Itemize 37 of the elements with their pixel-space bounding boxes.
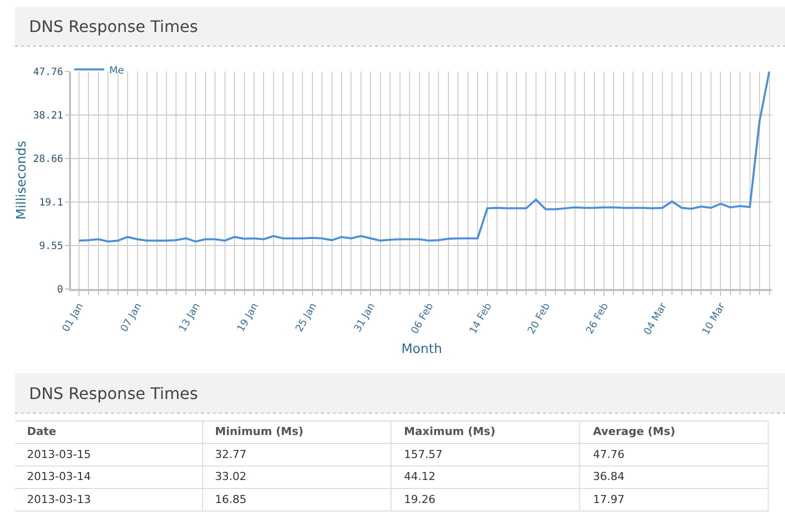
x-tick-label: 19 Jan — [236, 301, 261, 334]
text: Minimum (Ms) — [215, 425, 304, 438]
text: 47.76 — [593, 448, 624, 461]
x-tick-label: 25 Jan — [294, 301, 320, 334]
text: DNS Response Times — [29, 384, 198, 403]
y-tick-label: 28.66 — [33, 154, 64, 165]
y-tick-label: 19.1 — [39, 197, 64, 208]
text: 36.84 — [593, 470, 624, 483]
text: 33.02 — [215, 470, 246, 483]
y-tick-label: 38.21 — [33, 110, 64, 122]
x-tick-label: 07 Jan — [119, 301, 144, 334]
x-tick-label: 20 Feb — [526, 301, 553, 336]
text: Average (Ms) — [593, 425, 676, 438]
y-tick-label: 9.55 — [39, 240, 64, 252]
y-axis-title: Milliseconds — [14, 140, 30, 220]
legend-label: Me — [109, 65, 124, 76]
text: 157.57 — [404, 448, 442, 461]
x-tick-label: 26 Feb — [584, 301, 611, 336]
text: 2013-03-14 — [27, 470, 91, 483]
text: 19.26 — [404, 493, 436, 506]
text: 17.97 — [593, 493, 624, 506]
x-tick-label: 13 Jan — [177, 301, 203, 334]
text: 2013-03-13 — [27, 493, 91, 506]
x-tick-label: 31 Jan — [352, 301, 378, 334]
text: 32.77 — [215, 448, 246, 461]
text: 16.85 — [215, 493, 246, 506]
x-axis-title: Month — [401, 342, 442, 358]
y-tick-label: 0 — [57, 284, 64, 296]
x-tick-label: 01 Jan — [60, 301, 86, 334]
chart-title: DNS Response Times — [29, 17, 198, 36]
text: 2013-03-15 — [27, 448, 91, 461]
text: 44.12 — [404, 470, 436, 483]
text: Date — [27, 425, 56, 438]
x-tick-label: 06 Feb — [410, 301, 436, 336]
x-tick-label: 14 Feb — [468, 301, 494, 336]
text: Maximum (Ms) — [404, 425, 496, 438]
y-tick-label: 47.76 — [33, 67, 64, 78]
